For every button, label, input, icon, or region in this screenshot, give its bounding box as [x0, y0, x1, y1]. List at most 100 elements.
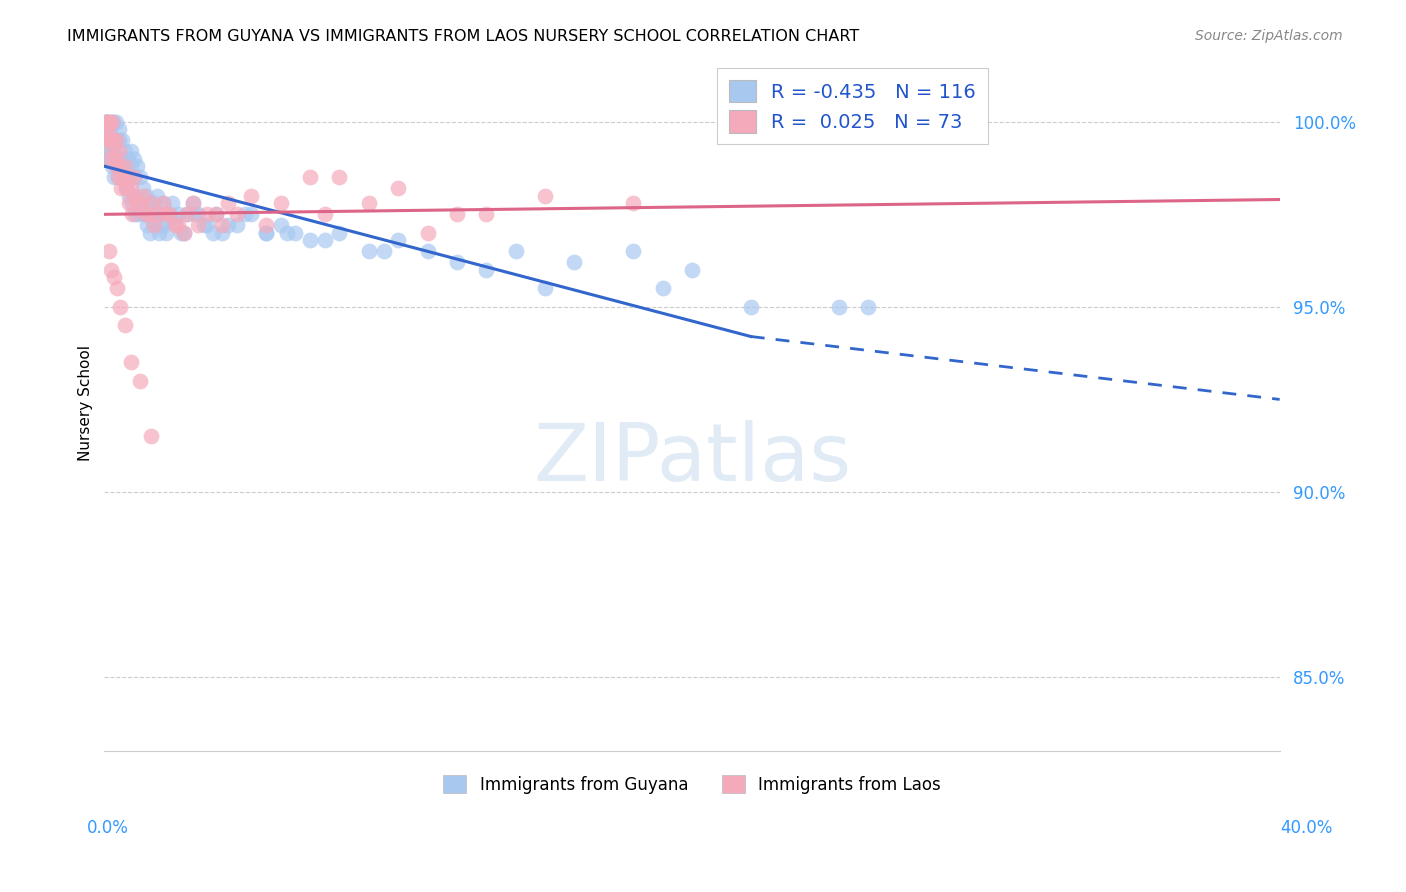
Point [157, 207, 180, 221]
Point [103, 133, 125, 147]
Point [96, 122, 118, 136]
Point [100, 133, 122, 147]
Text: IMMIGRANTS FROM GUYANA VS IMMIGRANTS FROM LAOS NURSERY SCHOOL CORRELATION CHART: IMMIGRANTS FROM GUYANA VS IMMIGRANTS FRO… [67, 29, 859, 45]
Point [110, 181, 132, 195]
Point [134, 207, 156, 221]
Point [122, 170, 145, 185]
Point [387, 181, 409, 195]
Point [141, 196, 163, 211]
Point [858, 300, 880, 314]
Point [118, 196, 141, 211]
Point [117, 170, 139, 185]
Point [94, 115, 117, 129]
Point [170, 226, 193, 240]
Point [114, 159, 136, 173]
Point [373, 244, 395, 259]
Point [173, 226, 195, 240]
Point [125, 196, 148, 211]
Point [131, 181, 153, 195]
Point [105, 115, 128, 129]
Point [276, 226, 298, 240]
Point [125, 159, 148, 173]
Point [114, 318, 136, 333]
Point [314, 207, 336, 221]
Point [195, 219, 218, 233]
Point [143, 219, 166, 233]
Point [108, 122, 131, 136]
Text: 0.0%: 0.0% [87, 819, 129, 837]
Point [115, 181, 138, 195]
Point [100, 152, 122, 166]
Point [166, 207, 188, 221]
Point [103, 170, 125, 185]
Point [143, 196, 166, 211]
Point [225, 219, 247, 233]
Point [98, 133, 121, 147]
Text: ZIPatlas: ZIPatlas [533, 420, 851, 498]
Point [564, 255, 586, 269]
Point [107, 170, 129, 185]
Point [97, 115, 120, 129]
Point [621, 196, 644, 211]
Point [101, 145, 124, 159]
Point [98, 133, 121, 147]
Point [160, 196, 183, 211]
Point [138, 196, 160, 211]
Point [136, 219, 159, 233]
Point [128, 196, 150, 211]
Point [111, 152, 134, 166]
Text: 40.0%: 40.0% [1281, 819, 1333, 837]
Point [681, 263, 703, 277]
Point [166, 219, 188, 233]
Point [139, 226, 162, 240]
Point [101, 145, 124, 159]
Point [120, 159, 142, 173]
Point [314, 233, 336, 247]
Point [176, 207, 198, 221]
Point [122, 189, 145, 203]
Point [152, 196, 174, 211]
Point [104, 159, 127, 173]
Point [284, 226, 307, 240]
Point [101, 159, 124, 173]
Point [225, 207, 247, 221]
Point [117, 152, 139, 166]
Point [181, 196, 204, 211]
Point [100, 145, 122, 159]
Point [121, 207, 143, 221]
Point [104, 152, 127, 166]
Point [176, 207, 198, 221]
Point [211, 219, 233, 233]
Point [148, 226, 170, 240]
Point [150, 219, 173, 233]
Point [121, 196, 143, 211]
Point [217, 196, 239, 211]
Point [112, 170, 135, 185]
Point [187, 207, 209, 221]
Point [118, 189, 141, 203]
Point [254, 226, 277, 240]
Point [103, 133, 125, 147]
Point [97, 133, 120, 147]
Point [163, 215, 186, 229]
Point [94, 115, 117, 129]
Point [132, 207, 155, 221]
Point [181, 196, 204, 211]
Point [187, 219, 209, 233]
Point [149, 207, 172, 221]
Legend: Immigrants from Guyana, Immigrants from Laos: Immigrants from Guyana, Immigrants from … [434, 767, 949, 802]
Point [98, 133, 121, 147]
Point [94, 133, 117, 147]
Point [103, 270, 125, 285]
Point [105, 133, 128, 147]
Point [97, 244, 120, 259]
Point [98, 152, 121, 166]
Point [127, 207, 149, 221]
Point [114, 159, 136, 173]
Point [108, 159, 131, 173]
Point [299, 233, 322, 247]
Point [534, 189, 557, 203]
Point [184, 207, 207, 221]
Point [155, 226, 177, 240]
Point [254, 219, 277, 233]
